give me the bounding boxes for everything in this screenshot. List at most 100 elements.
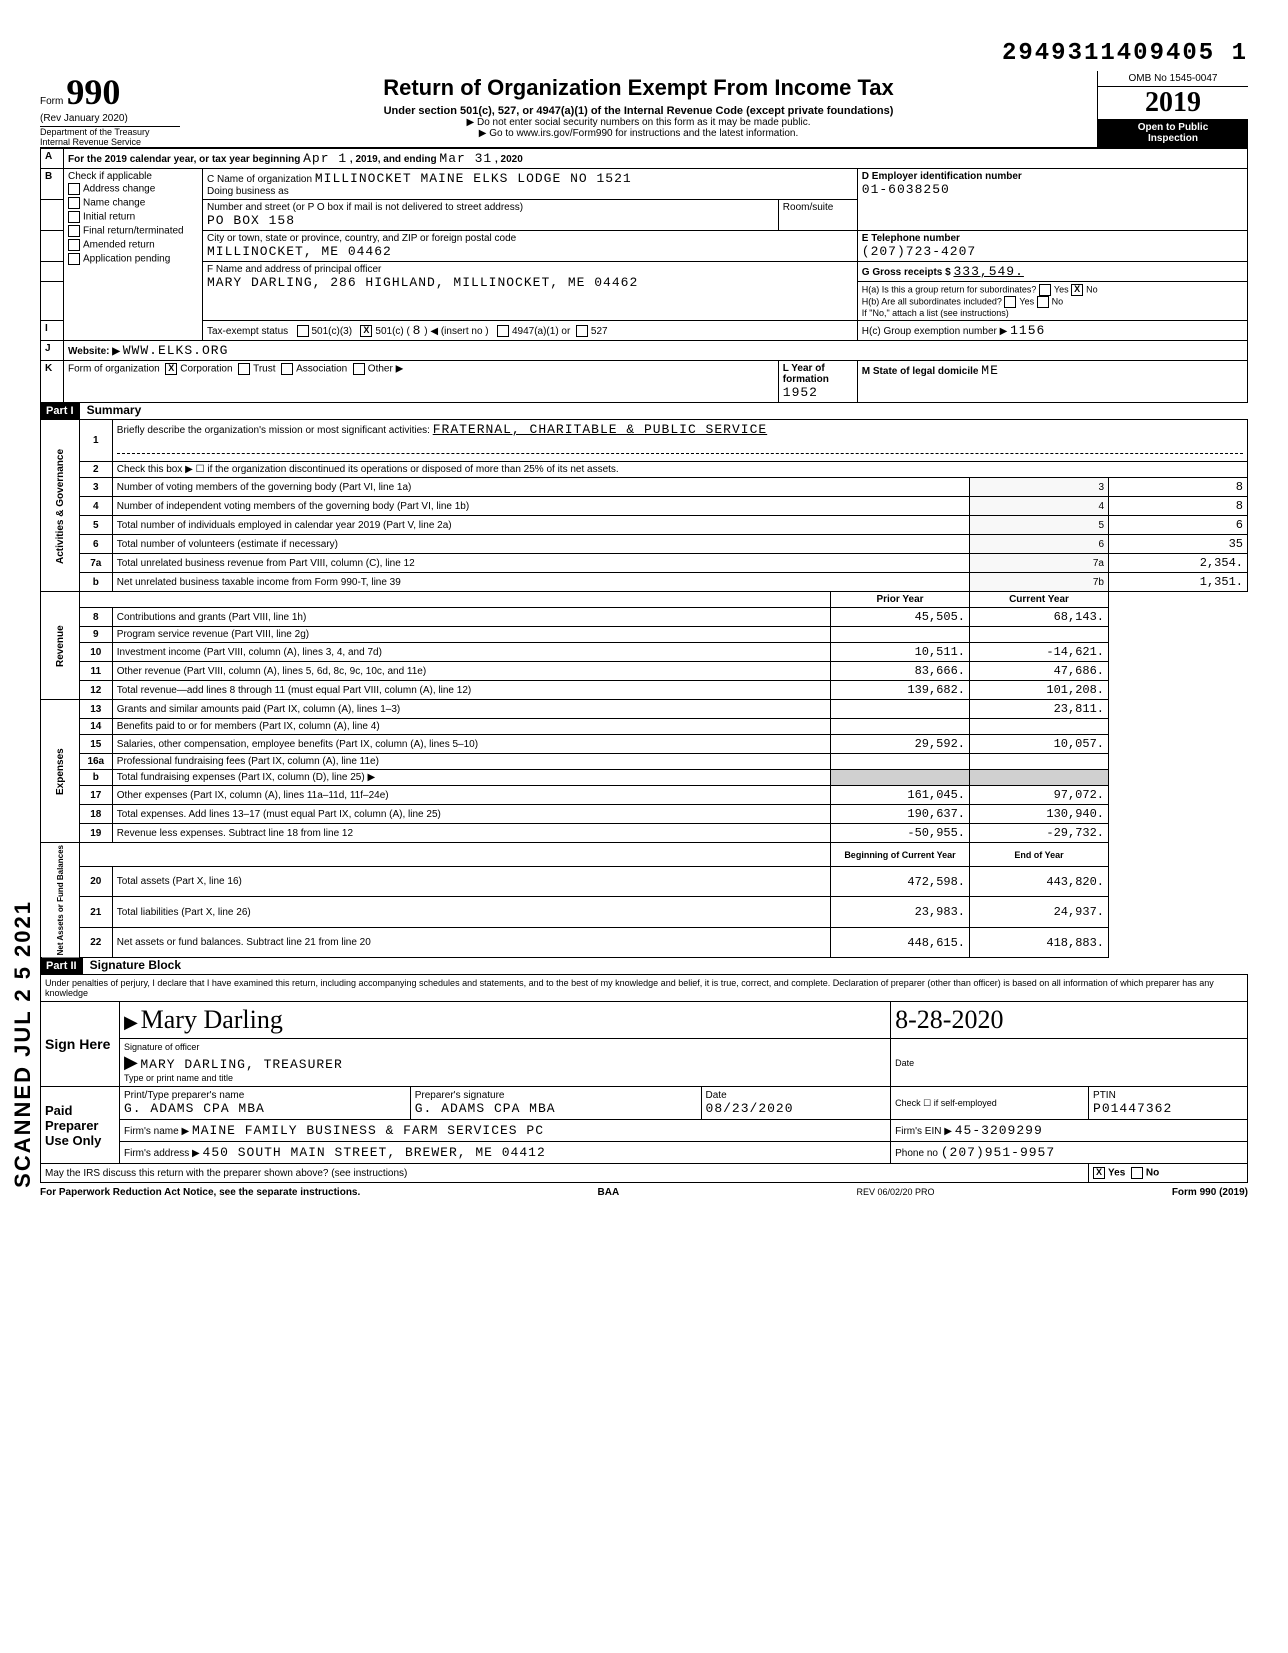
- signature-block: Under penalties of perjury, I declare th…: [40, 974, 1248, 1183]
- form-header: Form 990 (Rev January 2020) Department o…: [40, 71, 1248, 148]
- chk-discuss-no[interactable]: [1131, 1167, 1143, 1179]
- footer-paperwork: For Paperwork Reduction Act Notice, see …: [40, 1187, 360, 1198]
- line5-text: Total number of individuals employed in …: [112, 516, 969, 535]
- chk-initial-return[interactable]: [68, 211, 80, 223]
- line20-prior: 472,598.: [831, 867, 970, 897]
- chk-application-pending[interactable]: [68, 253, 80, 265]
- header-right: OMB No 1545-0047 2019 Open to PublicInsp…: [1097, 71, 1248, 147]
- chk-4947[interactable]: [497, 325, 509, 337]
- vert-expenses: Expenses: [41, 700, 80, 843]
- chk-527[interactable]: [576, 325, 588, 337]
- line11-curr: 47,686.: [970, 662, 1109, 681]
- officer-value: MARY DARLING, 286 HIGHLAND, MILLINOCKET,…: [207, 275, 638, 290]
- chk-discuss-yes[interactable]: [1093, 1167, 1105, 1179]
- chk-name-change[interactable]: [68, 197, 80, 209]
- sign-here-label: Sign Here: [41, 1002, 120, 1087]
- addr-label: Number and street (or P O box if mail is…: [207, 202, 523, 213]
- line12-curr: 101,208.: [970, 681, 1109, 700]
- paid-preparer-label: Paid Preparer Use Only: [41, 1087, 120, 1164]
- chk-ha-yes[interactable]: [1039, 284, 1051, 296]
- document-id: 2949311409405 1: [40, 40, 1248, 67]
- omb-number: OMB No 1545-0047: [1098, 71, 1248, 87]
- ha-label: H(a) Is this a group return for subordin…: [862, 284, 1037, 294]
- vert-governance: Activities & Governance: [41, 420, 80, 592]
- line9-curr: [970, 627, 1109, 643]
- chk-corp[interactable]: [165, 363, 177, 375]
- firm-name-label: Firm's name ▶: [124, 1126, 189, 1137]
- vert-net-assets: Net Assets or Fund Balances: [41, 843, 80, 958]
- phone-label: E Telephone number: [862, 233, 960, 244]
- line21-prior: 23,983.: [831, 897, 970, 927]
- declaration-text: Under penalties of perjury, I declare th…: [41, 975, 1248, 1002]
- form-revision: (Rev January 2020): [40, 113, 180, 127]
- row-b-label: B: [41, 169, 64, 200]
- form-of-org-label: Form of organization: [68, 364, 160, 375]
- line14-text: Benefits paid to or for members (Part IX…: [112, 719, 830, 735]
- row-a-label: A: [41, 149, 64, 169]
- check-self-employed: Check ☐ if self-employed: [891, 1087, 1089, 1120]
- chk-hb-yes[interactable]: [1004, 296, 1016, 308]
- 501c-insert: 8: [413, 323, 422, 338]
- hc-value: 1156: [1010, 323, 1045, 338]
- footer-baa: BAA: [598, 1187, 620, 1198]
- line16a-text: Professional fundraising fees (Part IX, …: [112, 754, 830, 770]
- row-i-label: I: [41, 321, 64, 341]
- chk-hb-no[interactable]: [1037, 296, 1049, 308]
- website-label: Website: ▶: [68, 346, 120, 357]
- firm-phone-label: Phone no: [895, 1148, 938, 1159]
- line4-value: 8: [1109, 497, 1248, 516]
- year-formation-value: 1952: [783, 385, 818, 400]
- prep-date: 08/23/2020: [706, 1101, 794, 1116]
- part2-header: Part II Signature Block: [40, 958, 1248, 974]
- chk-501c[interactable]: [360, 325, 372, 337]
- state-domicile-label: M State of legal domicile: [862, 366, 979, 377]
- part1-title: Summary: [83, 401, 146, 419]
- line18-curr: 130,940.: [970, 805, 1109, 824]
- sig-officer-label: Signature of officer: [124, 1042, 199, 1052]
- dba-label: Doing business as: [207, 186, 289, 197]
- line15-curr: 10,057.: [970, 735, 1109, 754]
- footer-form: Form 990 (2019): [1172, 1187, 1248, 1198]
- row-a-yr: , 2020: [495, 154, 523, 165]
- gross-receipts-label: G Gross receipts $: [862, 267, 951, 278]
- line7a-value: 2,354.: [1109, 554, 1248, 573]
- part2-label: Part II: [40, 958, 83, 974]
- part2-title: Signature Block: [86, 956, 185, 974]
- phone-value: (207)723-4207: [862, 244, 976, 259]
- row-k-label: K: [41, 361, 64, 403]
- gross-receipts-value: 333,549.: [954, 264, 1024, 279]
- line17-curr: 97,072.: [970, 786, 1109, 805]
- line20-text: Total assets (Part X, line 16): [112, 867, 830, 897]
- line10-prior: 10,511.: [831, 643, 970, 662]
- line7b-text: Net unrelated business taxable income fr…: [112, 573, 969, 592]
- chk-assoc[interactable]: [281, 363, 293, 375]
- line20-curr: 443,820.: [970, 867, 1109, 897]
- chk-address-change[interactable]: [68, 183, 80, 195]
- firm-addr: 450 SOUTH MAIN STREET, BREWER, ME 04412: [203, 1145, 546, 1160]
- firm-ein-label: Firm's EIN ▶: [895, 1126, 952, 1137]
- ein-label: D Employer identification number: [862, 171, 1022, 182]
- chk-501c3[interactable]: [297, 325, 309, 337]
- tax-year-end: Mar 31: [439, 151, 492, 166]
- chk-amended-return[interactable]: [68, 239, 80, 251]
- prep-sig-label: Preparer's signature: [415, 1090, 505, 1101]
- line9-text: Program service revenue (Part VIII, line…: [112, 627, 830, 643]
- year-formation-label: L Year of formation: [783, 363, 829, 385]
- chk-ha-no[interactable]: [1071, 284, 1083, 296]
- chk-final-return[interactable]: [68, 225, 80, 237]
- org-name: MILLINOCKET MAINE ELKS LODGE NO 1521: [315, 171, 632, 186]
- line10-curr: -14,621.: [970, 643, 1109, 662]
- form-label: Form: [40, 96, 63, 107]
- row-b-heading: Check if applicable: [68, 171, 198, 182]
- line4-text: Number of independent voting members of …: [112, 497, 969, 516]
- line2-text: Check this box ▶ ☐ if the organization d…: [112, 462, 1247, 478]
- form-subtitle: Under section 501(c), 527, or 4947(a)(1)…: [180, 105, 1097, 117]
- tax-exempt-label: Tax-exempt status: [207, 326, 288, 337]
- chk-trust[interactable]: [238, 363, 250, 375]
- chk-other[interactable]: [353, 363, 365, 375]
- part1-label: Part I: [40, 403, 80, 419]
- line17-prior: 161,045.: [831, 786, 970, 805]
- row-a-mid: , 2019, and ending: [350, 154, 437, 165]
- firm-name: MAINE FAMILY BUSINESS & FARM SERVICES PC: [192, 1123, 544, 1138]
- summary-table: Activities & Governance 1 Briefly descri…: [40, 419, 1248, 958]
